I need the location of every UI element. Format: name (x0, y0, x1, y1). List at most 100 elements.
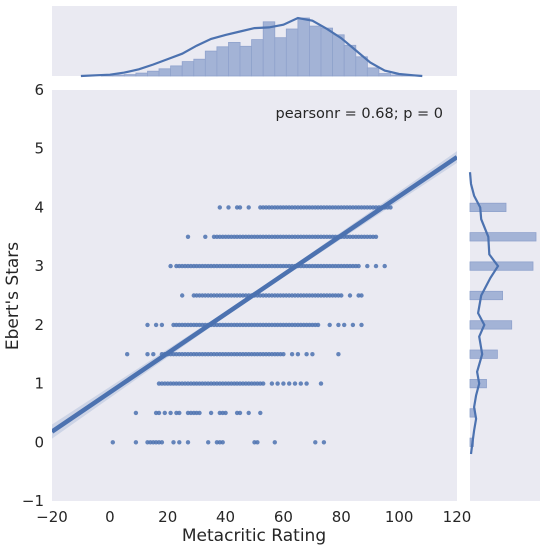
scatter-point (310, 352, 315, 357)
scatter-point (162, 410, 167, 416)
scatter-point (315, 322, 321, 328)
scatter-point (145, 352, 150, 357)
x-tick-label: 20 (158, 508, 177, 526)
scatter-point (237, 205, 243, 210)
x-tick-labels: −20 0 20 40 60 80 100 120 (36, 508, 471, 526)
marginal-x-bar (320, 27, 334, 77)
marginal-x-bar (181, 61, 195, 77)
scatter-point (197, 410, 202, 416)
scatter-point (388, 205, 393, 210)
y-tick-label: 2 (34, 316, 44, 334)
marginal-x-bar (158, 68, 172, 77)
scatter-point (159, 440, 165, 445)
marginal-x-bar (251, 39, 264, 77)
marginal-x-bar (204, 50, 218, 77)
y-tick-label: 0 (34, 433, 44, 451)
scatter-point (292, 381, 298, 386)
scatter-point (281, 381, 286, 386)
scatter-point (356, 263, 361, 269)
scatter-point (261, 381, 266, 386)
marginal-x-bar (355, 56, 368, 77)
pearson-annotation: pearsonr = 0.68; p = 0 (276, 106, 444, 122)
scatter-point (185, 440, 191, 445)
scatter-point (159, 322, 165, 328)
scatter-point (321, 440, 327, 445)
regression (52, 151, 457, 439)
marginal-x-kde-line (80, 16, 423, 78)
marginal-x-histogram (100, 17, 415, 77)
marginal-y-bar (469, 202, 507, 212)
scatter-point (336, 322, 341, 328)
marginal-x-bar (378, 73, 391, 77)
y-tick-label: 5 (34, 140, 44, 158)
marginal-x-bar (193, 58, 206, 77)
scatter-point (359, 293, 364, 298)
marginal-x-bar (123, 74, 137, 77)
marginal-x-bar (228, 42, 241, 77)
x-tick-label: 80 (332, 508, 351, 526)
marginal-y-axes (468, 90, 540, 501)
scatter-point (281, 352, 286, 357)
scatter-point (133, 440, 139, 445)
y-tick-label: 1 (34, 375, 44, 393)
x-tick-label: 40 (216, 508, 235, 526)
y-tick-label: 3 (34, 257, 44, 275)
scatter-point (313, 440, 318, 445)
scatter-point (217, 205, 222, 210)
scatter-point (153, 322, 159, 328)
x-tick-label: 100 (385, 508, 414, 526)
scatter-point (171, 440, 176, 445)
scatter-point (110, 440, 116, 445)
scatter-point (373, 234, 379, 239)
marginal-x-bar (239, 45, 253, 77)
scatter-point (151, 352, 156, 357)
scatter-point (180, 293, 185, 298)
scatter-point (125, 352, 130, 357)
marginal-x-bar (262, 21, 276, 77)
scatter-point (177, 410, 182, 416)
scatter-point (304, 381, 309, 386)
marginal-x-bar (112, 74, 125, 77)
scatter-point (382, 263, 387, 269)
joint-axes: pearsonr = 0.68; p = 0 −20 0 20 40 60 80 100 12… (3, 81, 471, 546)
scatter-point (220, 440, 225, 445)
scatter-point (203, 234, 208, 239)
scatter-point (255, 440, 260, 445)
marginal-x-bar (366, 67, 380, 77)
scatter-point (223, 410, 228, 416)
scatter-point (304, 352, 309, 357)
scatter-point (295, 352, 301, 357)
scatter-point (350, 322, 356, 328)
scatter-point (168, 263, 173, 269)
scatter-point (177, 440, 182, 445)
marginal-x-bar (297, 17, 310, 77)
x-tick-label: 0 (105, 508, 115, 526)
marginal-y-bar (469, 290, 503, 301)
marginal-x-bar (285, 28, 299, 77)
marginal-x-bar (135, 72, 148, 77)
regression-line (52, 155, 457, 434)
marginal-x-bar (274, 37, 287, 77)
scatter-point (373, 263, 379, 269)
scatter-point (185, 234, 191, 239)
marginal-x-bar (170, 65, 183, 77)
y-tick-labels: −1 0 1 2 3 4 5 6 (22, 81, 44, 510)
scatter-point (168, 410, 173, 416)
marginal-y-kde-line (468, 172, 500, 455)
y-axis-label: Ebert's Stars (3, 242, 23, 350)
scatter-point (298, 381, 303, 386)
x-tick-label: 120 (443, 508, 472, 526)
scatter-point (275, 381, 280, 386)
scatter-point (339, 293, 344, 298)
scatter-point (246, 410, 251, 416)
scatter-point (287, 381, 292, 386)
marginal-x-bar (147, 70, 160, 77)
scatter-point (336, 352, 341, 357)
scatter-point (269, 381, 275, 386)
scatter-point (133, 410, 139, 416)
scatter-point (318, 381, 324, 386)
marginal-y-bar (469, 320, 513, 330)
scatter-point (342, 322, 347, 328)
marginal-y-bar (469, 261, 534, 271)
